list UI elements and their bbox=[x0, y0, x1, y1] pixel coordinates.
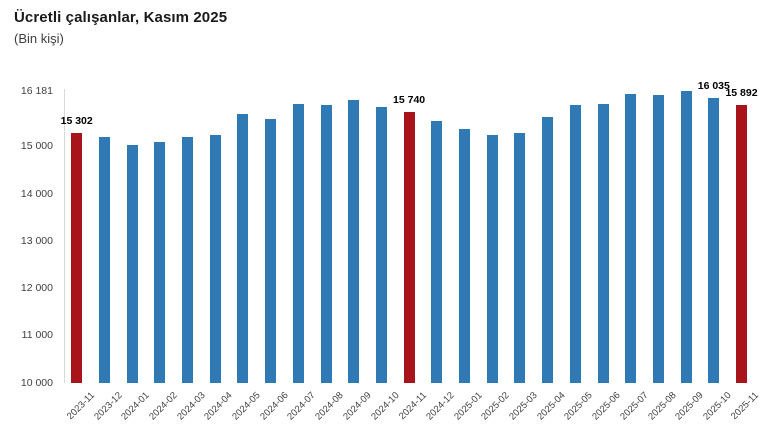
x-axis-label: 2023-11 bbox=[64, 390, 97, 422]
bar bbox=[98, 136, 110, 383]
x-axis-label: 2024-09 bbox=[341, 390, 374, 423]
x-axis-label: 2025-11 bbox=[729, 390, 762, 422]
bar bbox=[459, 128, 470, 383]
x-axis-label: 2025-08 bbox=[645, 390, 679, 423]
bar bbox=[486, 134, 498, 383]
bar-value-label: 15 740 bbox=[393, 93, 426, 106]
x-axis-label: 2024-11 bbox=[396, 390, 429, 422]
y-axis-line bbox=[64, 89, 65, 383]
bar bbox=[348, 100, 360, 383]
bar bbox=[431, 120, 443, 383]
chart-title: Ücretli çalışanlar, Kasım 2025 bbox=[14, 9, 228, 26]
bar bbox=[597, 103, 609, 383]
y-axis-label: 15 000 bbox=[20, 140, 53, 153]
bar bbox=[292, 104, 304, 383]
y-axis-label: 11 000 bbox=[21, 329, 53, 342]
bar bbox=[209, 134, 221, 383]
x-axis-label: 2024-04 bbox=[202, 390, 235, 423]
bar bbox=[625, 94, 637, 383]
x-axis-label: 2025-03 bbox=[507, 390, 540, 423]
bar bbox=[403, 111, 415, 383]
bar-value-label: 15 302 bbox=[60, 114, 93, 127]
x-axis-label: 2025-02 bbox=[479, 390, 512, 423]
x-axis-label: 2024-07 bbox=[285, 390, 319, 423]
bar bbox=[652, 95, 664, 383]
x-axis-label: 2025-06 bbox=[590, 390, 623, 423]
y-axis-label: 10 000 bbox=[20, 376, 53, 389]
x-axis-label: 2025-10 bbox=[701, 390, 734, 423]
y-axis-label: 16 181 bbox=[20, 84, 53, 97]
bar bbox=[265, 118, 277, 383]
bar bbox=[320, 104, 332, 383]
y-axis-label: 14 000 bbox=[20, 187, 53, 200]
bar bbox=[708, 97, 720, 383]
chart-subtitle: (Bin kişi) bbox=[14, 31, 64, 46]
y-axis-label: 13 000 bbox=[20, 234, 53, 247]
x-axis-label: 2024-05 bbox=[230, 390, 263, 423]
x-axis-label: 2025-04 bbox=[534, 390, 568, 423]
x-axis-label: 2024-01 bbox=[119, 390, 152, 423]
bar bbox=[182, 137, 193, 383]
bar bbox=[569, 104, 581, 383]
x-axis-label: 2024-12 bbox=[424, 390, 457, 423]
bar bbox=[71, 132, 83, 383]
x-axis-label: 2025-07 bbox=[618, 390, 651, 423]
x-axis-label: 2025-05 bbox=[562, 390, 596, 423]
x-axis-label: 2025-09 bbox=[673, 390, 706, 423]
bar bbox=[237, 114, 249, 383]
bar bbox=[126, 144, 138, 383]
bar bbox=[542, 117, 554, 383]
x-axis-label: 2024-10 bbox=[368, 390, 402, 423]
y-axis-label: 12 000 bbox=[20, 282, 53, 295]
bar-value-label: 15 892 bbox=[725, 86, 758, 99]
x-axis-label: 2024-08 bbox=[313, 390, 346, 423]
bar bbox=[514, 132, 526, 383]
bar bbox=[154, 141, 166, 383]
bar bbox=[736, 104, 747, 383]
x-axis-label: 2023-12 bbox=[91, 390, 125, 423]
x-axis-label: 2024-06 bbox=[257, 390, 291, 423]
x-axis-label: 2024-03 bbox=[174, 390, 208, 423]
x-axis-label: 2025-01 bbox=[451, 390, 485, 423]
x-axis-label: 2024-02 bbox=[147, 390, 180, 423]
bar bbox=[375, 106, 387, 383]
bar bbox=[680, 91, 692, 383]
bar-value-label: 16 035 bbox=[697, 79, 730, 92]
